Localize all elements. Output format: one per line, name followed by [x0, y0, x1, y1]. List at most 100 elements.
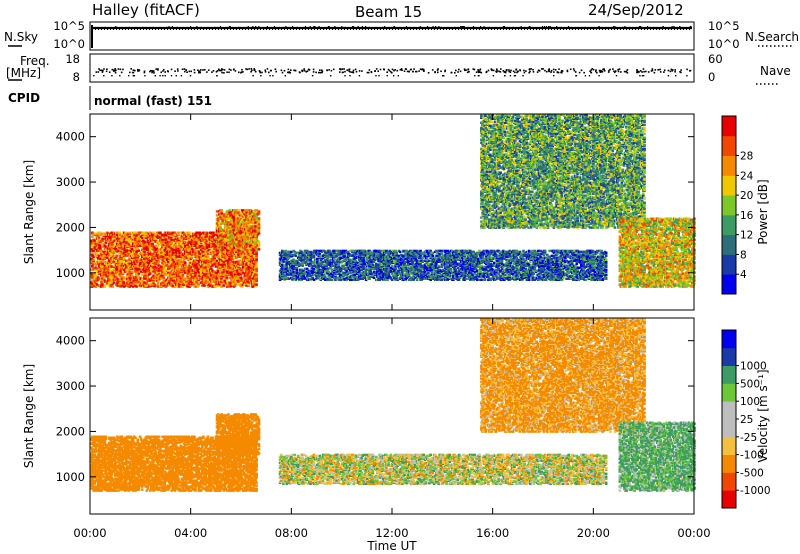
noise-dot — [189, 26, 192, 29]
scatter-cell-0 — [195, 234, 198, 237]
freq-point — [500, 68, 502, 70]
scatter-cell-0 — [127, 252, 130, 255]
scatter-cell-0 — [255, 273, 258, 276]
nave-point — [272, 75, 274, 77]
noise-dot — [624, 26, 626, 29]
nave-point — [284, 75, 286, 77]
freq-point — [499, 71, 502, 73]
scatter-cell-2 — [304, 255, 308, 258]
freq-point — [613, 70, 615, 73]
nave-point — [330, 75, 332, 77]
freq-point — [485, 71, 488, 74]
freq-point — [572, 68, 575, 70]
scatter-cell-0 — [101, 259, 104, 262]
scatter-cell-0 — [203, 284, 206, 287]
scatter-cell-1 — [257, 223, 261, 226]
scatter-cell-0 — [177, 231, 180, 234]
scatter-cell-0 — [111, 285, 115, 288]
noise-dot — [171, 26, 173, 29]
freq-point — [151, 71, 153, 74]
noise-dot — [483, 26, 485, 29]
freq-point — [143, 70, 146, 73]
freq-point — [517, 70, 519, 73]
scatter-cell-0 — [188, 231, 192, 234]
scatter-cell-0 — [247, 265, 250, 268]
scatter-cell-1 — [237, 209, 240, 212]
freq-point — [591, 68, 594, 70]
freq-point — [413, 68, 415, 70]
freq-point — [315, 71, 317, 74]
freq-point — [641, 71, 643, 73]
scatter-cell-0 — [199, 265, 203, 268]
freq-point — [566, 69, 569, 72]
freq-point — [234, 70, 237, 72]
freq-point — [200, 69, 202, 71]
noise-dot — [462, 26, 464, 29]
freq-point — [117, 68, 120, 70]
freq-point — [536, 71, 539, 73]
scatter-cell-0 — [130, 270, 134, 273]
freq-point — [510, 69, 512, 72]
scatter-cell-2 — [295, 266, 299, 269]
noise-tick-right-top: 10^5 — [708, 19, 740, 33]
freq-point — [166, 70, 169, 72]
freq-point — [216, 70, 219, 72]
cpid-value: normal (fast) 151 — [94, 94, 212, 108]
freq-point — [374, 70, 376, 72]
scatter-cell-0 — [164, 273, 168, 276]
freq-point — [130, 68, 132, 70]
freq-point — [556, 71, 559, 73]
noise-dot — [313, 26, 315, 29]
freq-point — [434, 71, 436, 73]
noise-tick-left-bottom: 10^0 — [53, 37, 85, 51]
noise-dot — [219, 26, 222, 29]
scatter-cell-0 — [206, 267, 210, 270]
nave-point — [641, 75, 644, 77]
scatter-cell-0 — [178, 260, 181, 263]
scatter-cell-2 — [312, 278, 316, 281]
scatter-cell-0 — [172, 260, 176, 263]
freq-point — [183, 68, 186, 70]
scatter-cell-0 — [122, 285, 126, 288]
scatter-cell-0 — [95, 283, 99, 286]
scatter-cell-0 — [125, 250, 128, 253]
freq-point — [188, 70, 191, 73]
freq-point — [466, 71, 469, 74]
freq-point — [583, 71, 585, 74]
scatter-cell-1 — [220, 209, 223, 212]
freq-point — [101, 71, 104, 73]
scatter-cell-0 — [171, 231, 175, 234]
freq-tick-bottom: 8 — [73, 70, 80, 84]
freq-point — [248, 68, 250, 70]
noise-dot — [671, 26, 673, 29]
scatter-cell-0 — [159, 231, 162, 234]
scatter-cell-1 — [254, 221, 257, 224]
scatter-cell-0 — [170, 256, 173, 259]
scatter-cell-0 — [143, 250, 146, 253]
scatter-cell-0 — [153, 250, 156, 253]
freq-point — [532, 68, 534, 71]
scatter-cell-0 — [165, 284, 169, 287]
scatter-cell-0 — [180, 266, 184, 269]
freq-point — [396, 69, 399, 72]
scatter-cell-0 — [112, 273, 116, 276]
freq-point — [289, 72, 292, 74]
scatter-cell-0 — [194, 244, 197, 247]
freq-point — [379, 68, 382, 71]
scatter-cell-0 — [111, 243, 115, 246]
scatter-cell-0 — [170, 241, 173, 244]
scatter-cell-0 — [94, 263, 98, 266]
freq-point — [246, 68, 249, 71]
freq-point — [636, 70, 638, 72]
scatter-cell-0 — [97, 260, 101, 263]
scatter-cell-0 — [94, 232, 98, 235]
freq-point — [287, 68, 290, 71]
freq-point — [223, 72, 225, 74]
nave-point — [442, 75, 444, 77]
freq-point — [541, 68, 543, 70]
scatter-cell-1 — [257, 248, 261, 251]
scatter-cell-0 — [201, 273, 204, 276]
scatter-cell-0 — [172, 248, 176, 251]
scatter-cell-0 — [101, 239, 104, 242]
nave-point — [260, 75, 262, 77]
